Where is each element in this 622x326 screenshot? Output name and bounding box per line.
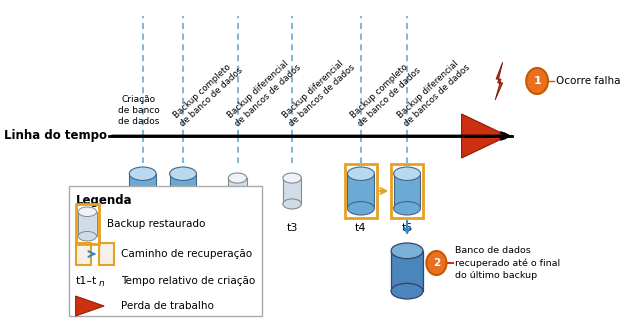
Ellipse shape [78,207,96,216]
Bar [283,178,301,204]
Circle shape [526,68,548,94]
Text: t3: t3 [286,223,298,233]
Text: t2: t2 [232,223,243,233]
Bar [391,164,423,218]
Bar [348,174,374,208]
Text: Backup completo
de banco de dados: Backup completo de banco de dados [172,58,245,128]
Text: Legenda: Legenda [76,194,132,207]
Text: 1: 1 [533,76,541,86]
Polygon shape [495,62,503,100]
Text: n: n [98,278,104,288]
Ellipse shape [228,173,247,183]
Ellipse shape [348,167,374,180]
Bar [78,212,96,236]
Ellipse shape [394,201,420,215]
Text: Linha do tempo: Linha do tempo [4,129,106,142]
Text: Caminho de recuperação: Caminho de recuperação [121,249,252,259]
Ellipse shape [78,231,96,241]
Ellipse shape [129,167,156,180]
Polygon shape [462,114,508,158]
Ellipse shape [283,199,301,209]
Ellipse shape [228,199,247,209]
Bar [69,186,262,316]
Ellipse shape [348,201,374,215]
Ellipse shape [391,283,423,299]
Polygon shape [76,296,104,316]
Text: Backup diferencial
de bancos de dados: Backup diferencial de bancos de dados [226,55,303,128]
Text: Ocorre falha: Ocorre falha [555,76,620,86]
Bar [76,243,91,265]
Text: Backup restaurado: Backup restaurado [106,219,205,229]
Text: Perda de trabalho: Perda de trabalho [121,301,214,311]
Bar [76,204,99,244]
Ellipse shape [170,201,197,215]
Bar [170,174,197,208]
Ellipse shape [129,201,156,215]
Text: t1: t1 [177,223,188,233]
Bar [345,164,377,218]
Bar [228,178,247,204]
Text: Tempo relativo de criação: Tempo relativo de criação [121,276,255,286]
Bar [391,251,423,291]
Text: 2: 2 [433,258,440,268]
Text: Backup diferencial
de bancos de dados: Backup diferencial de bancos de dados [281,55,357,128]
Text: t0: t0 [137,223,149,233]
Bar [99,243,114,265]
Text: Backup diferencial
de bancos de dados: Backup diferencial de bancos de dados [396,55,472,128]
Bar [129,174,156,208]
Ellipse shape [283,173,301,183]
Text: t4: t4 [355,223,366,233]
Ellipse shape [391,243,423,259]
Ellipse shape [170,167,197,180]
Text: Criação
de banco
de dados: Criação de banco de dados [118,95,159,126]
Text: Backup completo
de banco de dados: Backup completo de banco de dados [350,58,423,128]
Text: Banco de dados
recuperado até o final
do último backup: Banco de dados recuperado até o final do… [455,246,560,280]
Text: t1–t: t1–t [76,276,97,286]
Bar [394,174,420,208]
Text: t5: t5 [401,223,413,233]
Ellipse shape [394,167,420,180]
Circle shape [426,251,447,275]
